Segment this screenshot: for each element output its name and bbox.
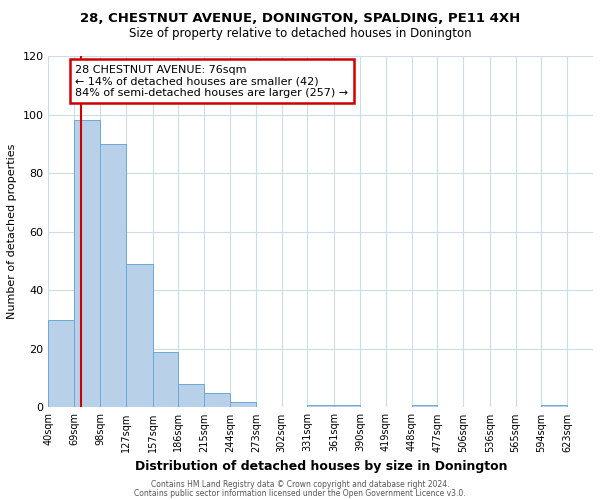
Bar [100,144,126,407]
Bar [178,384,204,407]
Bar [230,402,256,407]
Bar [412,404,437,407]
Text: Contains HM Land Registry data © Crown copyright and database right 2024.: Contains HM Land Registry data © Crown c… [151,480,449,489]
Bar [204,393,230,407]
Text: Size of property relative to detached houses in Donington: Size of property relative to detached ho… [128,28,472,40]
Text: 28, CHESTNUT AVENUE, DONINGTON, SPALDING, PE11 4XH: 28, CHESTNUT AVENUE, DONINGTON, SPALDING… [80,12,520,26]
Bar [307,404,334,407]
Bar [74,120,100,408]
Bar [49,320,74,408]
Bar [152,352,178,408]
Bar [126,264,152,408]
Text: 28 CHESTNUT AVENUE: 76sqm
← 14% of detached houses are smaller (42)
84% of semi-: 28 CHESTNUT AVENUE: 76sqm ← 14% of detac… [75,64,349,98]
Bar [541,404,567,407]
Y-axis label: Number of detached properties: Number of detached properties [7,144,17,320]
Text: Contains public sector information licensed under the Open Government Licence v3: Contains public sector information licen… [134,488,466,498]
Bar [334,404,360,407]
X-axis label: Distribution of detached houses by size in Donington: Distribution of detached houses by size … [134,460,507,473]
